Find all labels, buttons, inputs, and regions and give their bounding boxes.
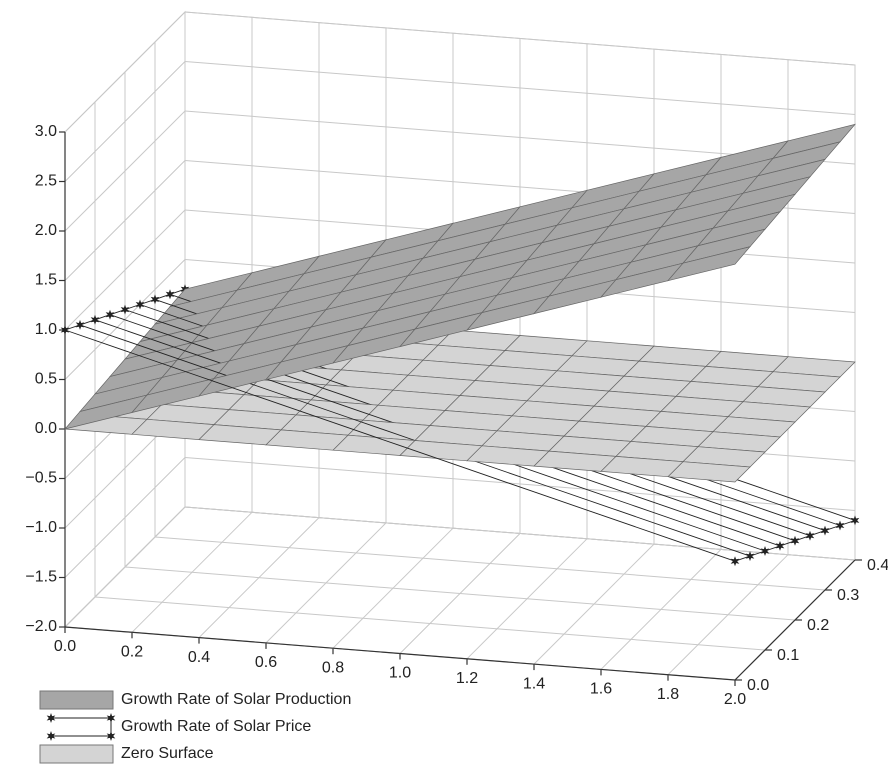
x-tick-label: 0.4 bbox=[188, 649, 210, 666]
price-line bbox=[742, 512, 811, 537]
price-line bbox=[146, 347, 215, 372]
grid-line bbox=[64, 457, 186, 578]
grid-line bbox=[64, 160, 186, 281]
price-line bbox=[139, 304, 208, 329]
price-line bbox=[690, 483, 759, 508]
price-line bbox=[787, 496, 856, 521]
y-tick-label: 0.2 bbox=[807, 617, 829, 634]
z-tick-label: 0.5 bbox=[35, 371, 57, 388]
y-tick-label: 0.1 bbox=[777, 647, 799, 664]
legend-label: Growth Rate of Solar Production bbox=[121, 691, 351, 708]
z-tick-label: −2.0 bbox=[25, 618, 57, 635]
grid-line bbox=[94, 596, 766, 651]
price-line bbox=[280, 393, 349, 418]
price-line bbox=[615, 509, 684, 534]
x-axis bbox=[64, 626, 736, 681]
price-line bbox=[772, 501, 841, 526]
legend-marker bbox=[106, 713, 116, 723]
surface-cell bbox=[667, 246, 751, 282]
x-tick-label: 0.8 bbox=[322, 659, 344, 676]
legend-swatch bbox=[39, 744, 114, 764]
x-tick-label: 2.0 bbox=[724, 691, 746, 708]
price-line bbox=[593, 471, 662, 495]
price-line bbox=[310, 383, 379, 408]
x-tick-label: 0.6 bbox=[255, 654, 277, 671]
price-line bbox=[64, 329, 133, 354]
price-line bbox=[727, 517, 796, 542]
grid-line bbox=[154, 536, 826, 591]
price-line bbox=[600, 514, 669, 539]
y-tick-label: 0.4 bbox=[867, 557, 888, 574]
z-tick-label: 2.0 bbox=[35, 222, 57, 239]
grid-line bbox=[64, 209, 186, 331]
z-tick-label: −0.5 bbox=[25, 470, 57, 487]
legend-marker bbox=[106, 731, 116, 741]
price-line bbox=[109, 314, 178, 339]
price-line bbox=[667, 537, 736, 562]
grid-line bbox=[124, 566, 796, 621]
price-line bbox=[79, 324, 148, 349]
price-line bbox=[660, 494, 729, 519]
z-tick-label: 3.0 bbox=[35, 123, 57, 140]
legend-marker bbox=[46, 731, 56, 741]
surface-cell bbox=[667, 461, 751, 483]
x-tick-label: 1.8 bbox=[657, 686, 679, 703]
x-tick-label: 1.6 bbox=[590, 681, 612, 698]
grid-line bbox=[64, 110, 186, 232]
z-tick-label: −1.5 bbox=[25, 569, 57, 586]
z-tick-label: 2.5 bbox=[35, 173, 57, 190]
price-line bbox=[481, 463, 550, 488]
y-tick-label: 0.3 bbox=[837, 587, 859, 604]
price-line bbox=[466, 468, 535, 493]
price-line bbox=[548, 486, 617, 511]
x-tick-label: 1.2 bbox=[456, 670, 478, 687]
grid-line bbox=[64, 11, 186, 133]
price-line bbox=[712, 522, 781, 547]
z-tick-label: 1.0 bbox=[35, 321, 57, 338]
price-line bbox=[124, 309, 193, 334]
price-line bbox=[161, 342, 230, 367]
price-marker bbox=[730, 556, 740, 567]
price-line bbox=[131, 352, 200, 377]
price-line bbox=[332, 422, 401, 447]
price-line bbox=[295, 388, 364, 413]
grid-line bbox=[184, 506, 856, 561]
grid-line bbox=[184, 61, 856, 115]
x-tick-label: 0.2 bbox=[121, 644, 143, 661]
price-line bbox=[578, 476, 647, 501]
grid-line bbox=[184, 457, 856, 511]
grid-line bbox=[64, 506, 186, 628]
x-tick-label: 1.0 bbox=[389, 665, 411, 682]
price-line bbox=[757, 507, 826, 532]
price-line bbox=[265, 398, 334, 423]
price-line bbox=[682, 532, 751, 557]
z-tick-label: 1.5 bbox=[35, 272, 57, 289]
price-line bbox=[198, 375, 267, 400]
price-line bbox=[630, 504, 699, 529]
price-line bbox=[563, 481, 632, 506]
y-axis bbox=[734, 559, 856, 681]
price-line bbox=[533, 491, 602, 516]
legend-swatch bbox=[39, 690, 114, 710]
y-tick-label: 0.0 bbox=[747, 677, 769, 694]
price-line bbox=[347, 416, 416, 441]
legend-label: Growth Rate of Solar Price bbox=[121, 718, 311, 735]
x-tick-label: 1.4 bbox=[523, 675, 545, 692]
price-line bbox=[645, 499, 714, 524]
legend-marker bbox=[46, 713, 56, 723]
price-line bbox=[697, 527, 766, 552]
grid-line bbox=[184, 11, 856, 66]
price-line bbox=[94, 319, 163, 344]
z-tick-label: 0.0 bbox=[35, 420, 57, 437]
z-tick-label: −1.0 bbox=[25, 519, 57, 536]
grid-line bbox=[64, 61, 186, 182]
price-line bbox=[399, 445, 468, 470]
price-line bbox=[675, 489, 744, 514]
x-tick-label: 0.0 bbox=[54, 638, 76, 655]
legend-label: Zero Surface bbox=[121, 745, 214, 762]
price-line bbox=[705, 478, 774, 503]
